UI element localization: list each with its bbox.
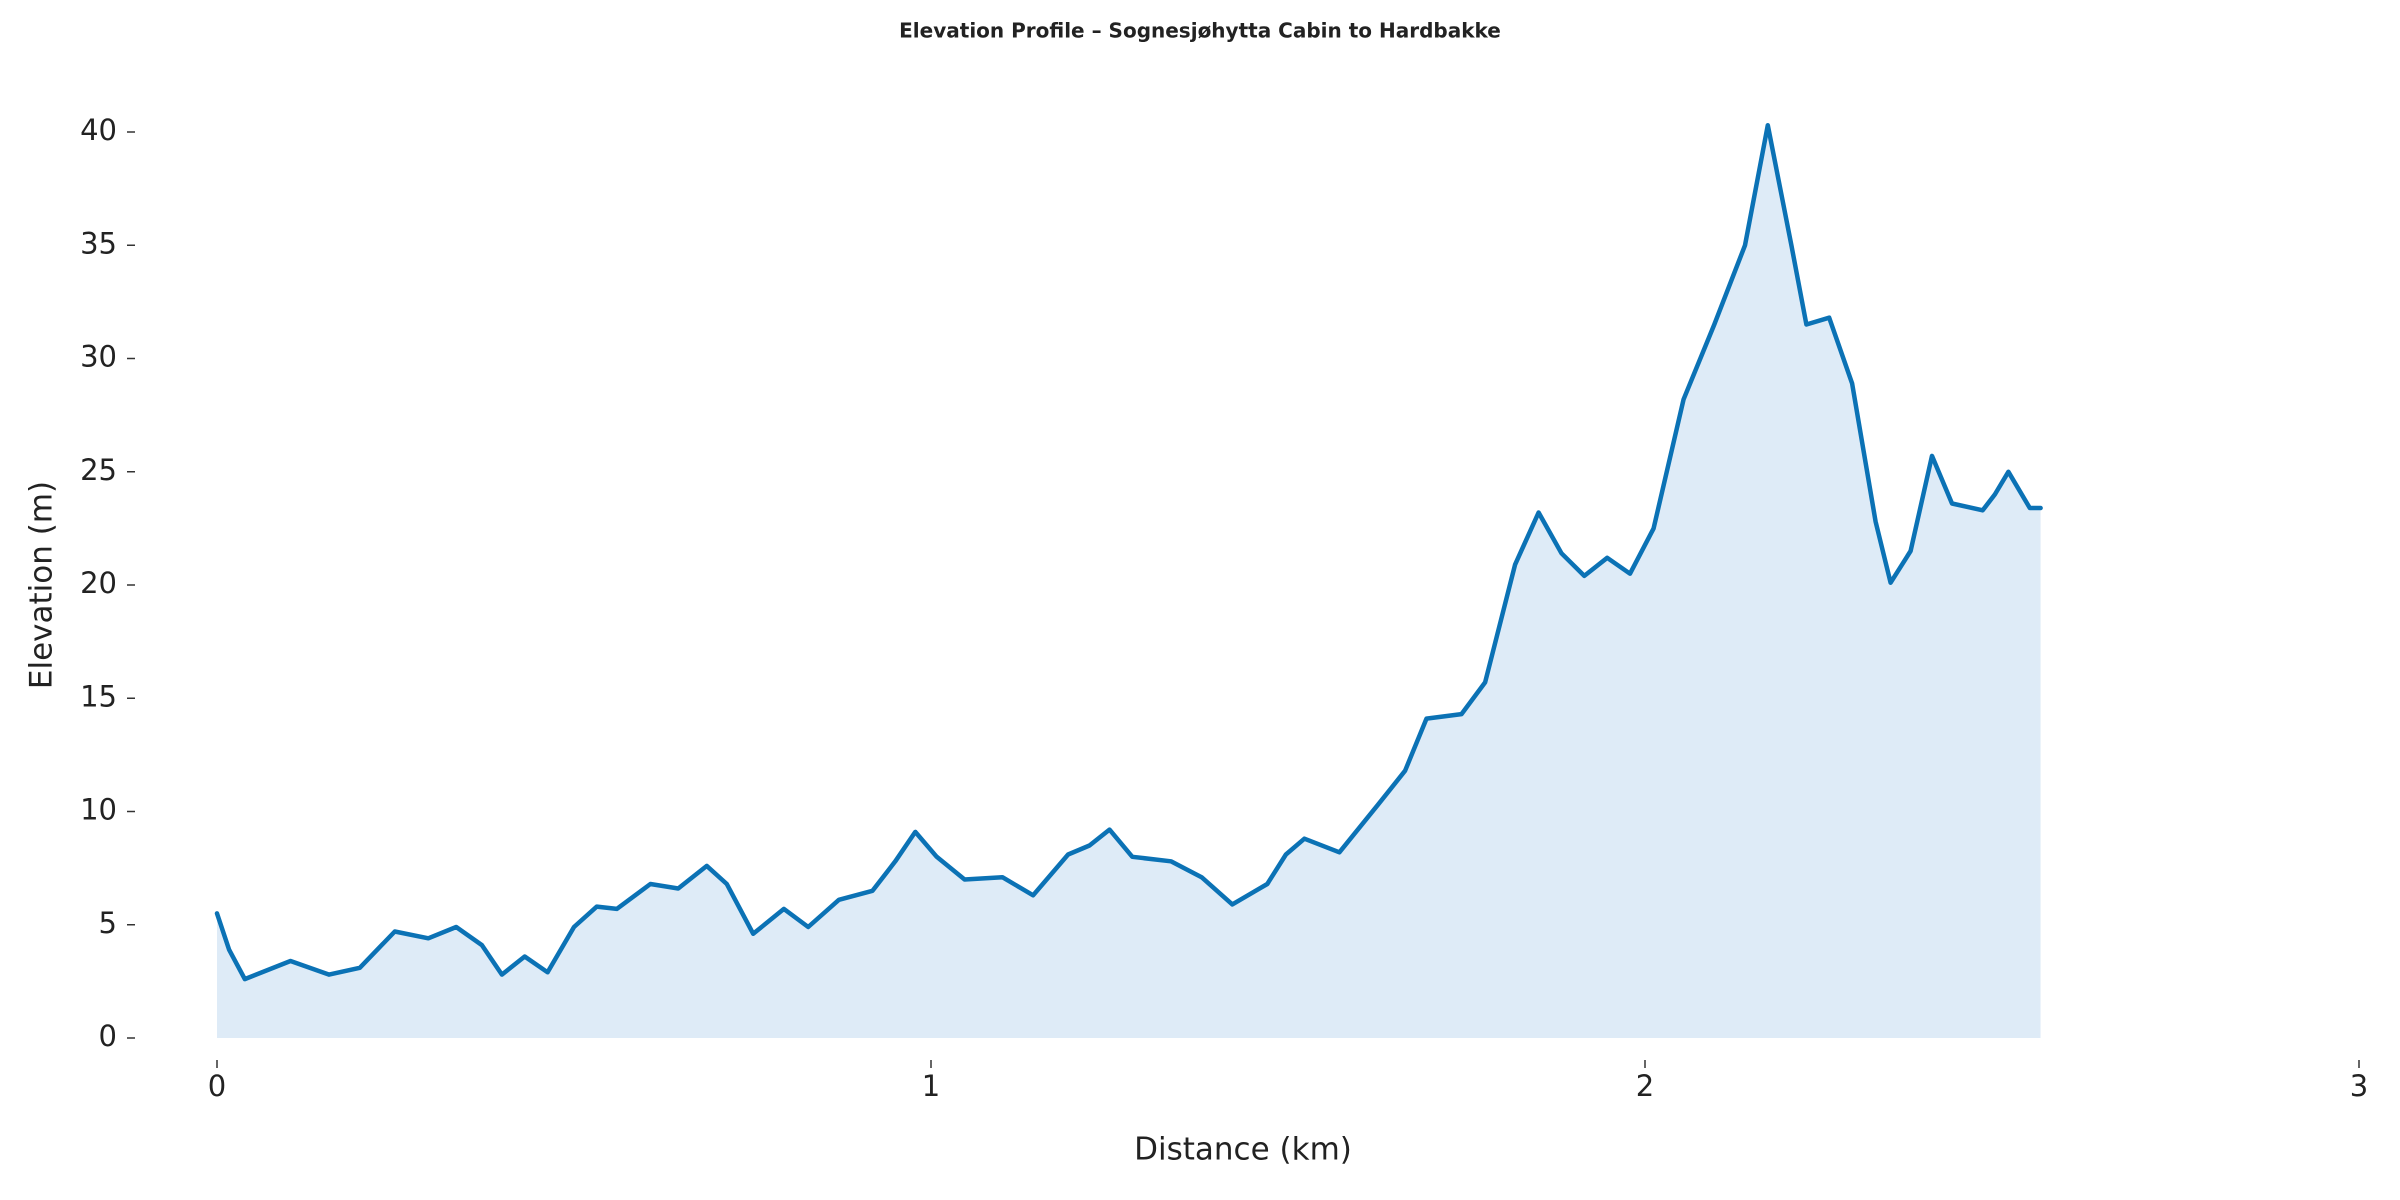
x-tick-label: 1	[922, 1069, 940, 1103]
y-tick-label: 35	[80, 226, 117, 260]
x-tick-label: 2	[1636, 1069, 1654, 1103]
y-tick-label: 25	[80, 453, 117, 487]
x-axis-label: Distance (km)	[1134, 1132, 1352, 1168]
y-tick-label: 20	[80, 566, 117, 600]
x-tick-label: 3	[2350, 1069, 2368, 1103]
y-tick-label: 15	[80, 679, 117, 713]
elevation-line	[214, 122, 2043, 982]
elevation-area	[217, 125, 2041, 1038]
y-tick-label: 5	[99, 906, 117, 940]
y-axis-label: Elevation (m)	[24, 481, 60, 689]
y-tick-label: 10	[80, 793, 117, 827]
y-tick-label: 30	[80, 340, 117, 374]
chart-title: Elevation Profile – Sognesjøhytta Cabin …	[899, 19, 1501, 43]
y-tick-label: 40	[80, 113, 117, 147]
x-tick-label: 0	[208, 1069, 226, 1103]
y-tick-label: 0	[99, 1019, 117, 1053]
